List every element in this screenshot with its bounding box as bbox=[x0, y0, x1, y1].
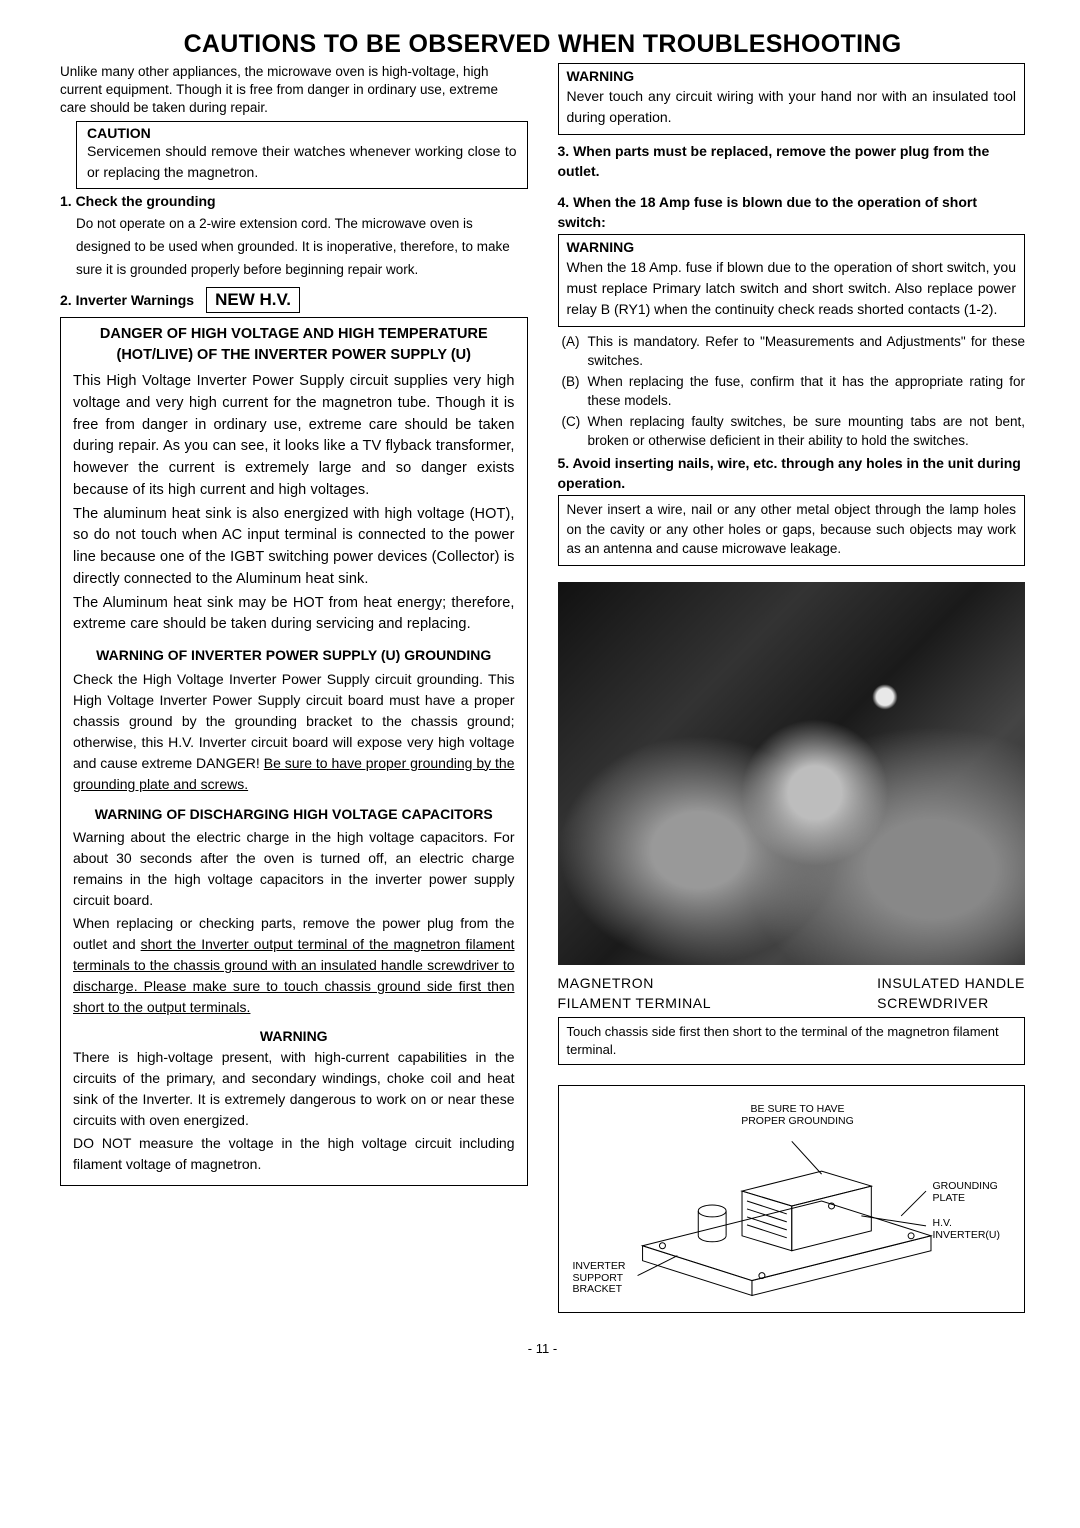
photo-note-box: Touch chassis side first then short to t… bbox=[558, 1017, 1026, 1065]
list-item-text: When replacing faulty switches, be sure … bbox=[588, 413, 1026, 451]
page-number: - 11 - bbox=[60, 1341, 1025, 1356]
photo-label-filament: FILAMENT TERMINAL bbox=[558, 995, 712, 1011]
list-item-text: When replacing the fuse, confirm that it… bbox=[588, 373, 1026, 411]
photo-label-magnetron: MAGNETRON bbox=[558, 975, 712, 991]
section-3-heading: 3. When parts must be replaced, remove t… bbox=[558, 141, 1026, 182]
discharge-p2: When replacing or checking parts, remove… bbox=[73, 913, 515, 1018]
right-column: WARNING Never touch any circuit wiring w… bbox=[558, 63, 1026, 1313]
warning-left-p1: There is high-voltage present, with high… bbox=[73, 1047, 515, 1131]
diagram-label-grounding-plate: GROUNDING PLATE bbox=[933, 1181, 1021, 1204]
section-2-label: 2. Inverter Warnings bbox=[60, 292, 194, 308]
new-hv-badge: NEW H.V. bbox=[206, 287, 300, 313]
magnetron-photo bbox=[558, 582, 1026, 965]
discharge-p1: Warning about the electric charge in the… bbox=[73, 827, 515, 911]
abc-list: (A) This is mandatory. Refer to "Measure… bbox=[562, 333, 1026, 450]
diagram-label-hv-inverter: H.V. INVERTER(U) bbox=[933, 1218, 1021, 1241]
left-column: Unlike many other appliances, the microw… bbox=[60, 63, 528, 1313]
right-warning-box-1: WARNING Never touch any circuit wiring w… bbox=[558, 63, 1026, 135]
danger-heading: DANGER OF HIGH VOLTAGE AND HIGH TEMPERAT… bbox=[73, 324, 515, 365]
list-item: (B) When replacing the fuse, confirm tha… bbox=[562, 373, 1026, 411]
list-item: (A) This is mandatory. Refer to "Measure… bbox=[562, 333, 1026, 371]
list-item-label: (C) bbox=[562, 413, 588, 451]
section-4-heading: 4. When the 18 Amp fuse is blown due to … bbox=[558, 192, 1026, 233]
grounding-paragraph: Check the High Voltage Inverter Power Su… bbox=[73, 669, 515, 795]
diagram-label-bracket: INVERTER SUPPORT BRACKET bbox=[573, 1261, 626, 1296]
list-item-label: (A) bbox=[562, 333, 588, 371]
inverter-warning-box: DANGER OF HIGH VOLTAGE AND HIGH TEMPERAT… bbox=[60, 317, 528, 1186]
right-warning-box-2: WARNING When the 18 Amp. fuse if blown d… bbox=[558, 234, 1026, 327]
section-2-header-row: 2. Inverter Warnings NEW H.V. bbox=[60, 287, 528, 313]
intro-text: Unlike many other appliances, the microw… bbox=[60, 63, 528, 118]
section-5-heading: 5. Avoid inserting nails, wire, etc. thr… bbox=[558, 453, 1026, 494]
right-warning-1-text: Never touch any circuit wiring with your… bbox=[567, 86, 1017, 128]
section-1-heading: 1. Check the grounding bbox=[60, 193, 528, 209]
grounding-warning-heading: WARNING OF INVERTER POWER SUPPLY (U) GRO… bbox=[73, 646, 515, 666]
section-1-text: Do not operate on a 2-wire extension cor… bbox=[76, 213, 528, 282]
photo-label-handle: INSULATED HANDLE bbox=[877, 975, 1025, 991]
list-item: (C) When replacing faulty switches, be s… bbox=[562, 413, 1026, 451]
photo-labels: MAGNETRON FILAMENT TERMINAL INSULATED HA… bbox=[558, 975, 1026, 1011]
grounding-diagram-box: BE SURE TO HAVE PROPER GROUNDING GROUNDI… bbox=[558, 1085, 1026, 1313]
right-warning-box-3: Never insert a wire, nail or any other m… bbox=[558, 495, 1026, 566]
caution-box: CAUTION Servicemen should remove their w… bbox=[76, 121, 528, 189]
right-warning-2-heading: WARNING bbox=[567, 239, 1017, 255]
caution-text: Servicemen should remove their watches w… bbox=[87, 141, 517, 183]
grounding-diagram: BE SURE TO HAVE PROPER GROUNDING GROUNDI… bbox=[563, 1096, 1021, 1306]
diagram-label-top: BE SURE TO HAVE PROPER GROUNDING bbox=[728, 1104, 868, 1127]
inverter-p3: The Aluminum heat sink may be HOT from h… bbox=[73, 593, 515, 637]
photo-note-text: Touch chassis side first then short to t… bbox=[567, 1024, 999, 1057]
list-item-text: This is mandatory. Refer to "Measurement… bbox=[588, 333, 1026, 371]
right-warning-2-text: When the 18 Amp. fuse if blown due to th… bbox=[567, 257, 1017, 320]
inverter-p1: This High Voltage Inverter Power Supply … bbox=[73, 371, 515, 502]
warning-heading-left: WARNING bbox=[73, 1028, 515, 1044]
discharge-warning-heading: WARNING OF DISCHARGING HIGH VOLTAGE CAPA… bbox=[73, 805, 515, 825]
list-item-label: (B) bbox=[562, 373, 588, 411]
photo-label-screwdriver: SCREWDRIVER bbox=[877, 995, 1025, 1011]
warning-left-p2: DO NOT measure the voltage in the high v… bbox=[73, 1133, 515, 1175]
inverter-p2: The aluminum heat sink is also energized… bbox=[73, 504, 515, 591]
page-title: CAUTIONS TO BE OBSERVED WHEN TROUBLESHOO… bbox=[60, 30, 1025, 59]
right-warning-1-heading: WARNING bbox=[567, 68, 1017, 84]
right-warning-3-text: Never insert a wire, nail or any other m… bbox=[567, 500, 1017, 559]
two-column-layout: Unlike many other appliances, the microw… bbox=[60, 63, 1025, 1313]
caution-heading: CAUTION bbox=[87, 125, 517, 141]
